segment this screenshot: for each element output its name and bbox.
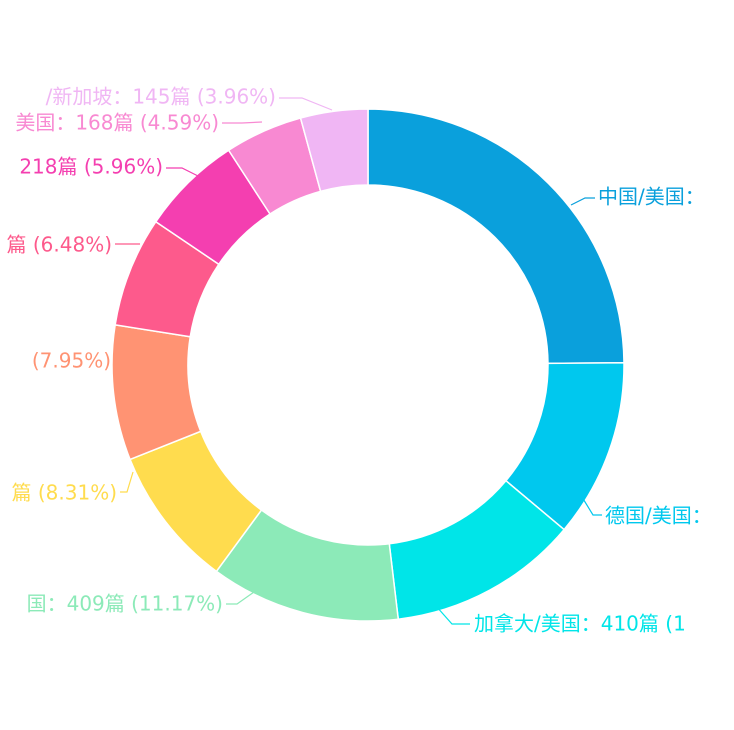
slice-label-2: 加拿大/美国：410篇 (1 xyxy=(474,612,686,636)
slice-label-5: (7.95%) xyxy=(32,349,111,373)
slice-label-1: 德国/美国： xyxy=(605,504,712,528)
slice-label-9: /新加坡：145篇 (3.96%) xyxy=(46,85,276,109)
label-line-1 xyxy=(581,496,602,516)
slice-label-8: 美国：168篇 (4.59%) xyxy=(15,111,219,135)
label-line-4 xyxy=(120,471,134,493)
label-line-3 xyxy=(226,591,255,605)
slice-label-4: 篇 (8.31%) xyxy=(12,481,118,505)
label-line-7 xyxy=(166,167,201,178)
labels-group: 中国/美国： 德国/美国： 加拿大/美国：410篇 (1 国：409篇 (11.17%… xyxy=(7,85,712,636)
label-line-8 xyxy=(222,121,263,124)
slices-group xyxy=(111,108,625,622)
slice-0[interactable] xyxy=(367,108,625,365)
slice-label-6: 篇 (6.48%) xyxy=(7,233,113,257)
label-line-2 xyxy=(435,605,470,625)
slice-label-0: 中国/美国： xyxy=(598,185,705,209)
label-line-9 xyxy=(279,97,333,111)
slice-label-3: 国：409篇 (11.17%) xyxy=(27,592,223,616)
label-line-0 xyxy=(570,197,595,206)
slice-9[interactable] xyxy=(299,108,369,193)
slice-label-7: 218篇 (5.96%) xyxy=(19,155,163,179)
